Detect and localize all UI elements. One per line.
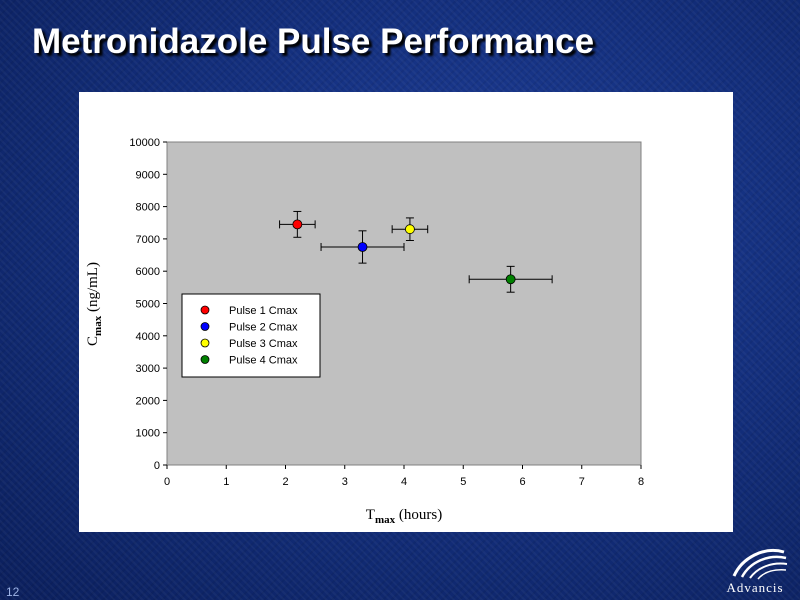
x-tick-label: 6 bbox=[519, 476, 525, 488]
x-tick-label: 3 bbox=[342, 476, 348, 488]
slide-title: Metronidazole Pulse Performance bbox=[32, 22, 595, 61]
legend-label: Pulse 2 Cmax bbox=[229, 322, 298, 334]
y-tick-label: 0 bbox=[154, 460, 160, 472]
data-point bbox=[405, 224, 415, 235]
legend-marker bbox=[200, 322, 210, 331]
advancis-logo: Advancis bbox=[712, 540, 798, 600]
y-tick-label: 2000 bbox=[136, 395, 160, 407]
legend-label: Pulse 4 Cmax bbox=[229, 355, 298, 367]
y-tick-label: 10000 bbox=[129, 137, 160, 149]
x-tick-label: 1 bbox=[223, 476, 229, 488]
x-tick-label: 5 bbox=[460, 476, 466, 488]
scatter-chart: 0 1000 2000 3000 4000 5000 6000 7000 8000 9000 100… bbox=[85, 137, 644, 526]
data-point bbox=[357, 242, 368, 252]
y-axis-title: Cmax (ng/mL) bbox=[85, 262, 104, 346]
y-tick-label: 8000 bbox=[136, 202, 160, 214]
legend-marker bbox=[200, 355, 210, 364]
legend-marker bbox=[200, 305, 210, 315]
x-tick-label: 7 bbox=[579, 476, 585, 488]
logo-swoosh-icon bbox=[732, 549, 788, 580]
chart-panel: 0 1000 2000 3000 4000 5000 6000 7000 8000 9000 100… bbox=[79, 92, 733, 532]
y-tick-label: 9000 bbox=[136, 169, 160, 181]
y-tick-label: 6000 bbox=[136, 266, 160, 278]
data-point bbox=[292, 219, 303, 230]
legend: Pulse 1 Cmax Pulse 2 Cmax Pulse 3 Cmax Puls… bbox=[181, 293, 321, 378]
legend-label: Pulse 1 Cmax bbox=[229, 305, 298, 317]
y-tick-label: 1000 bbox=[136, 428, 160, 440]
x-axis-title: Tmax (hours) bbox=[366, 507, 442, 526]
slide-number: 12 bbox=[6, 585, 20, 599]
y-tick-label: 4000 bbox=[136, 331, 160, 343]
y-tick-label: 5000 bbox=[136, 299, 160, 311]
logo-text: Advancis bbox=[726, 580, 784, 595]
x-tick-label: 0 bbox=[164, 476, 170, 488]
x-tick-label: 8 bbox=[638, 476, 644, 488]
legend-marker bbox=[200, 338, 210, 348]
legend-label: Pulse 3 Cmax bbox=[229, 338, 298, 350]
y-tick-label: 7000 bbox=[136, 234, 160, 246]
y-tick-label: 3000 bbox=[136, 363, 160, 375]
x-tick-label: 4 bbox=[401, 476, 407, 488]
data-point bbox=[505, 274, 516, 285]
x-tick-label: 2 bbox=[282, 476, 288, 488]
